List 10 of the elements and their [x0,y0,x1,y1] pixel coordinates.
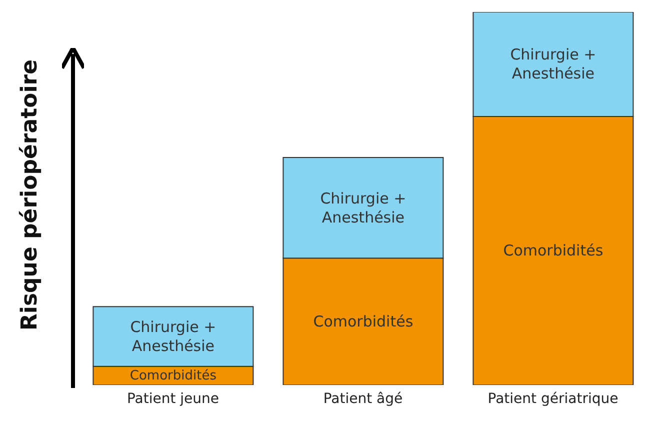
text: Comorbidités [313,312,414,331]
text: Comorbidités [503,242,604,260]
x-tick-label: Patient jeune [126,390,220,407]
text: Chirurgie + Anesthésie [320,189,406,226]
series-label: Chirurgie + Anesthésie [130,318,216,356]
x-tick-label: Patient âgé [323,390,403,407]
text: Chirurgie + Anesthésie [510,46,596,83]
x-tick-label: Patient gériatrique [488,390,618,407]
series-label: Comorbidités [130,368,217,384]
y-axis-title: Risque périopératoire [18,58,42,330]
